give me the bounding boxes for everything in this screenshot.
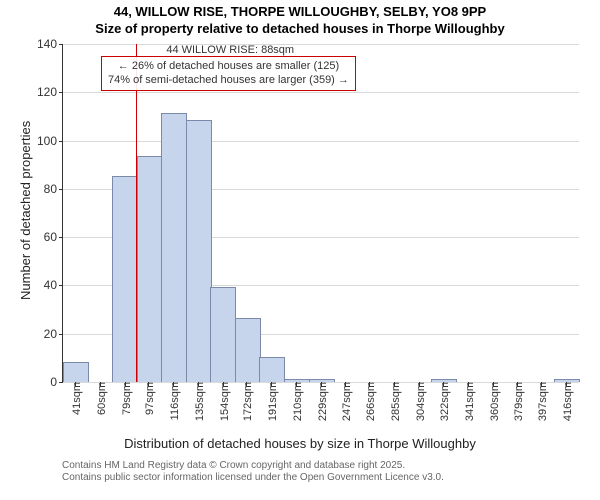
x-axis-label: Distribution of detached houses by size … bbox=[0, 436, 600, 451]
plot-area: 02040608010012014041sqm60sqm79sqm97sqm11… bbox=[62, 44, 579, 383]
histogram-bar bbox=[112, 176, 138, 382]
footer-attribution: Contains HM Land Registry data © Crown c… bbox=[62, 460, 444, 484]
histogram-bar bbox=[63, 362, 89, 382]
xtick-label: 229sqm bbox=[313, 382, 329, 421]
xtick-label: 41sqm bbox=[67, 382, 83, 415]
ytick-label: 40 bbox=[44, 278, 63, 292]
ytick-label: 20 bbox=[44, 327, 63, 341]
ytick-label: 120 bbox=[37, 85, 63, 99]
xtick-label: 341sqm bbox=[460, 382, 476, 421]
reference-line bbox=[136, 44, 137, 382]
y-axis-label: Number of detached properties bbox=[18, 121, 33, 300]
xtick-label: 210sqm bbox=[288, 382, 304, 421]
chart-container: 44, WILLOW RISE, THORPE WILLOUGHBY, SELB… bbox=[0, 0, 600, 500]
xtick-label: 116sqm bbox=[165, 382, 181, 420]
xtick-label: 60sqm bbox=[92, 382, 108, 415]
histogram-bar bbox=[259, 357, 285, 382]
xtick-label: 247sqm bbox=[337, 382, 353, 421]
xtick-label: 172sqm bbox=[238, 382, 254, 421]
ytick-label: 100 bbox=[37, 134, 63, 148]
xtick-label: 360sqm bbox=[485, 382, 501, 421]
annotation-line-2: 74% of semi-detached houses are larger (… bbox=[108, 73, 349, 87]
xtick-label: 416sqm bbox=[558, 382, 574, 421]
xtick-label: 135sqm bbox=[190, 382, 206, 421]
xtick-label: 266sqm bbox=[361, 382, 377, 421]
histogram-bar bbox=[186, 120, 212, 382]
histogram-bar bbox=[210, 287, 236, 382]
ytick-label: 80 bbox=[44, 182, 63, 196]
xtick-label: 397sqm bbox=[533, 382, 549, 421]
reference-line-label: 44 WILLOW RISE: 88sqm bbox=[166, 44, 294, 56]
ytick-label: 0 bbox=[50, 375, 63, 389]
footer-line-2: Contains public sector information licen… bbox=[62, 472, 444, 484]
xtick-label: 97sqm bbox=[140, 382, 156, 415]
xtick-label: 379sqm bbox=[509, 382, 525, 421]
annotation-line-1: ← 26% of detached houses are smaller (12… bbox=[108, 59, 349, 73]
gridline bbox=[63, 92, 579, 93]
gridline bbox=[63, 141, 579, 142]
xtick-label: 322sqm bbox=[435, 382, 451, 421]
annotation-box: ← 26% of detached houses are smaller (12… bbox=[101, 56, 356, 91]
histogram-bar bbox=[235, 318, 261, 382]
ytick-label: 140 bbox=[37, 37, 63, 51]
chart-subtitle: Size of property relative to detached ho… bbox=[0, 21, 600, 36]
footer-line-1: Contains HM Land Registry data © Crown c… bbox=[62, 460, 444, 472]
histogram-bar bbox=[161, 113, 187, 382]
xtick-label: 285sqm bbox=[386, 382, 402, 421]
chart-title: 44, WILLOW RISE, THORPE WILLOUGHBY, SELB… bbox=[0, 4, 600, 19]
xtick-label: 304sqm bbox=[411, 382, 427, 421]
gridline bbox=[63, 44, 579, 45]
xtick-label: 154sqm bbox=[215, 382, 231, 421]
histogram-bar bbox=[137, 156, 163, 382]
xtick-label: 191sqm bbox=[263, 382, 279, 421]
ytick-label: 60 bbox=[44, 230, 63, 244]
xtick-label: 79sqm bbox=[117, 382, 133, 415]
